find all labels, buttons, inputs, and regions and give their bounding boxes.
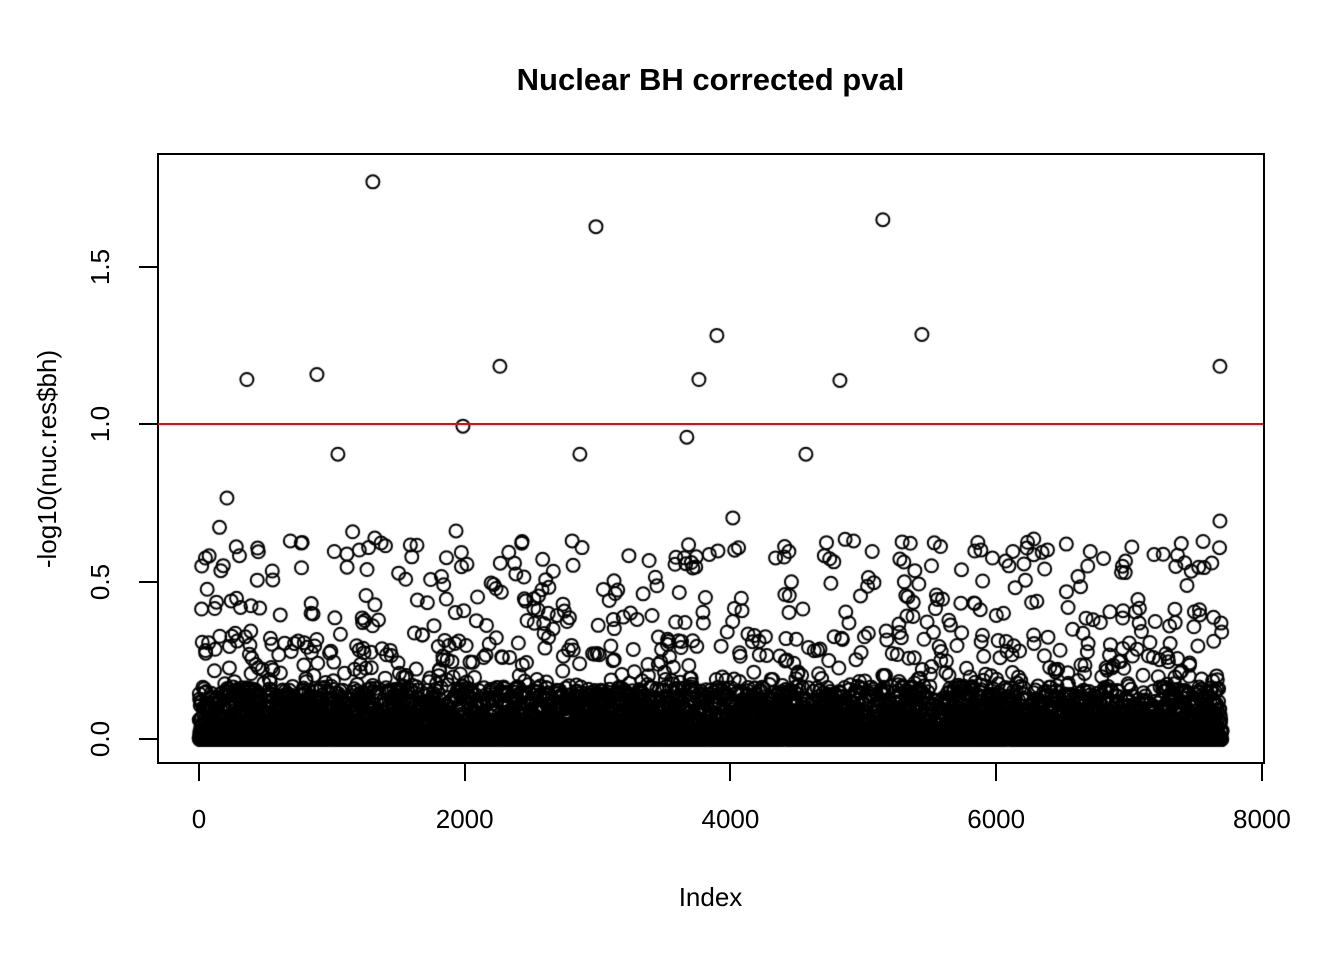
threshold-line (158, 423, 1263, 426)
y-tick-mark-0.0 (139, 738, 158, 741)
x-axis-label: Index (678, 882, 743, 912)
y-tick-label-1.5: 1.5 (85, 248, 115, 285)
x-tick-mark-2000 (463, 762, 466, 781)
x-tick-label-8000: 8000 (1233, 804, 1291, 834)
x-tick-label-6000: 6000 (967, 804, 1026, 834)
x-tick-label-2000: 2000 (435, 804, 494, 834)
x-tick-mark-8000 (1260, 762, 1263, 781)
plot-title: Nuclear BH corrected pval (516, 62, 905, 97)
y-tick-mark-0.5 (139, 580, 158, 583)
y-axis-label: -log10(nuc.res$bh) (32, 349, 62, 569)
y-tick-mark-1.5 (139, 265, 158, 268)
y-tick-label-0.0: 0.0 (85, 721, 115, 758)
x-tick-label-4000: 4000 (701, 804, 760, 834)
scatter-points-canvas (158, 154, 1263, 762)
x-tick-mark-6000 (995, 762, 998, 781)
x-tick-mark-0 (197, 762, 200, 781)
y-tick-label-1.0: 1.0 (85, 406, 115, 443)
y-tick-mark-1.0 (139, 423, 158, 426)
x-tick-label-0: 0 (191, 804, 207, 834)
y-tick-label-0.5: 0.5 (85, 563, 115, 600)
x-tick-mark-4000 (729, 762, 732, 781)
